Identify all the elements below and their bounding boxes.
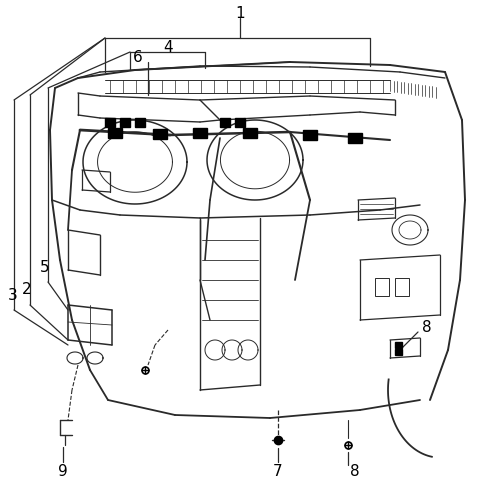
Text: 4: 4 [163,40,173,55]
Text: 3: 3 [8,288,18,303]
Text: 9: 9 [58,464,68,480]
Text: 7: 7 [273,464,283,480]
Bar [395,349,402,355]
Bar [153,129,167,139]
Bar [135,118,145,127]
Text: 5: 5 [40,260,49,275]
Text: 8: 8 [422,319,432,334]
Bar [120,118,130,127]
Text: 2: 2 [22,283,32,298]
Text: 8: 8 [350,464,360,480]
Bar [395,278,409,296]
Bar [193,128,207,138]
Text: 1: 1 [235,5,245,20]
Bar [395,342,402,348]
Bar [303,130,317,140]
Bar [220,118,230,127]
Bar [105,118,115,127]
Bar [235,118,245,127]
Text: 6: 6 [133,50,143,64]
Bar [348,133,362,143]
Bar [243,128,257,138]
Bar [375,278,389,296]
Bar [108,128,122,138]
